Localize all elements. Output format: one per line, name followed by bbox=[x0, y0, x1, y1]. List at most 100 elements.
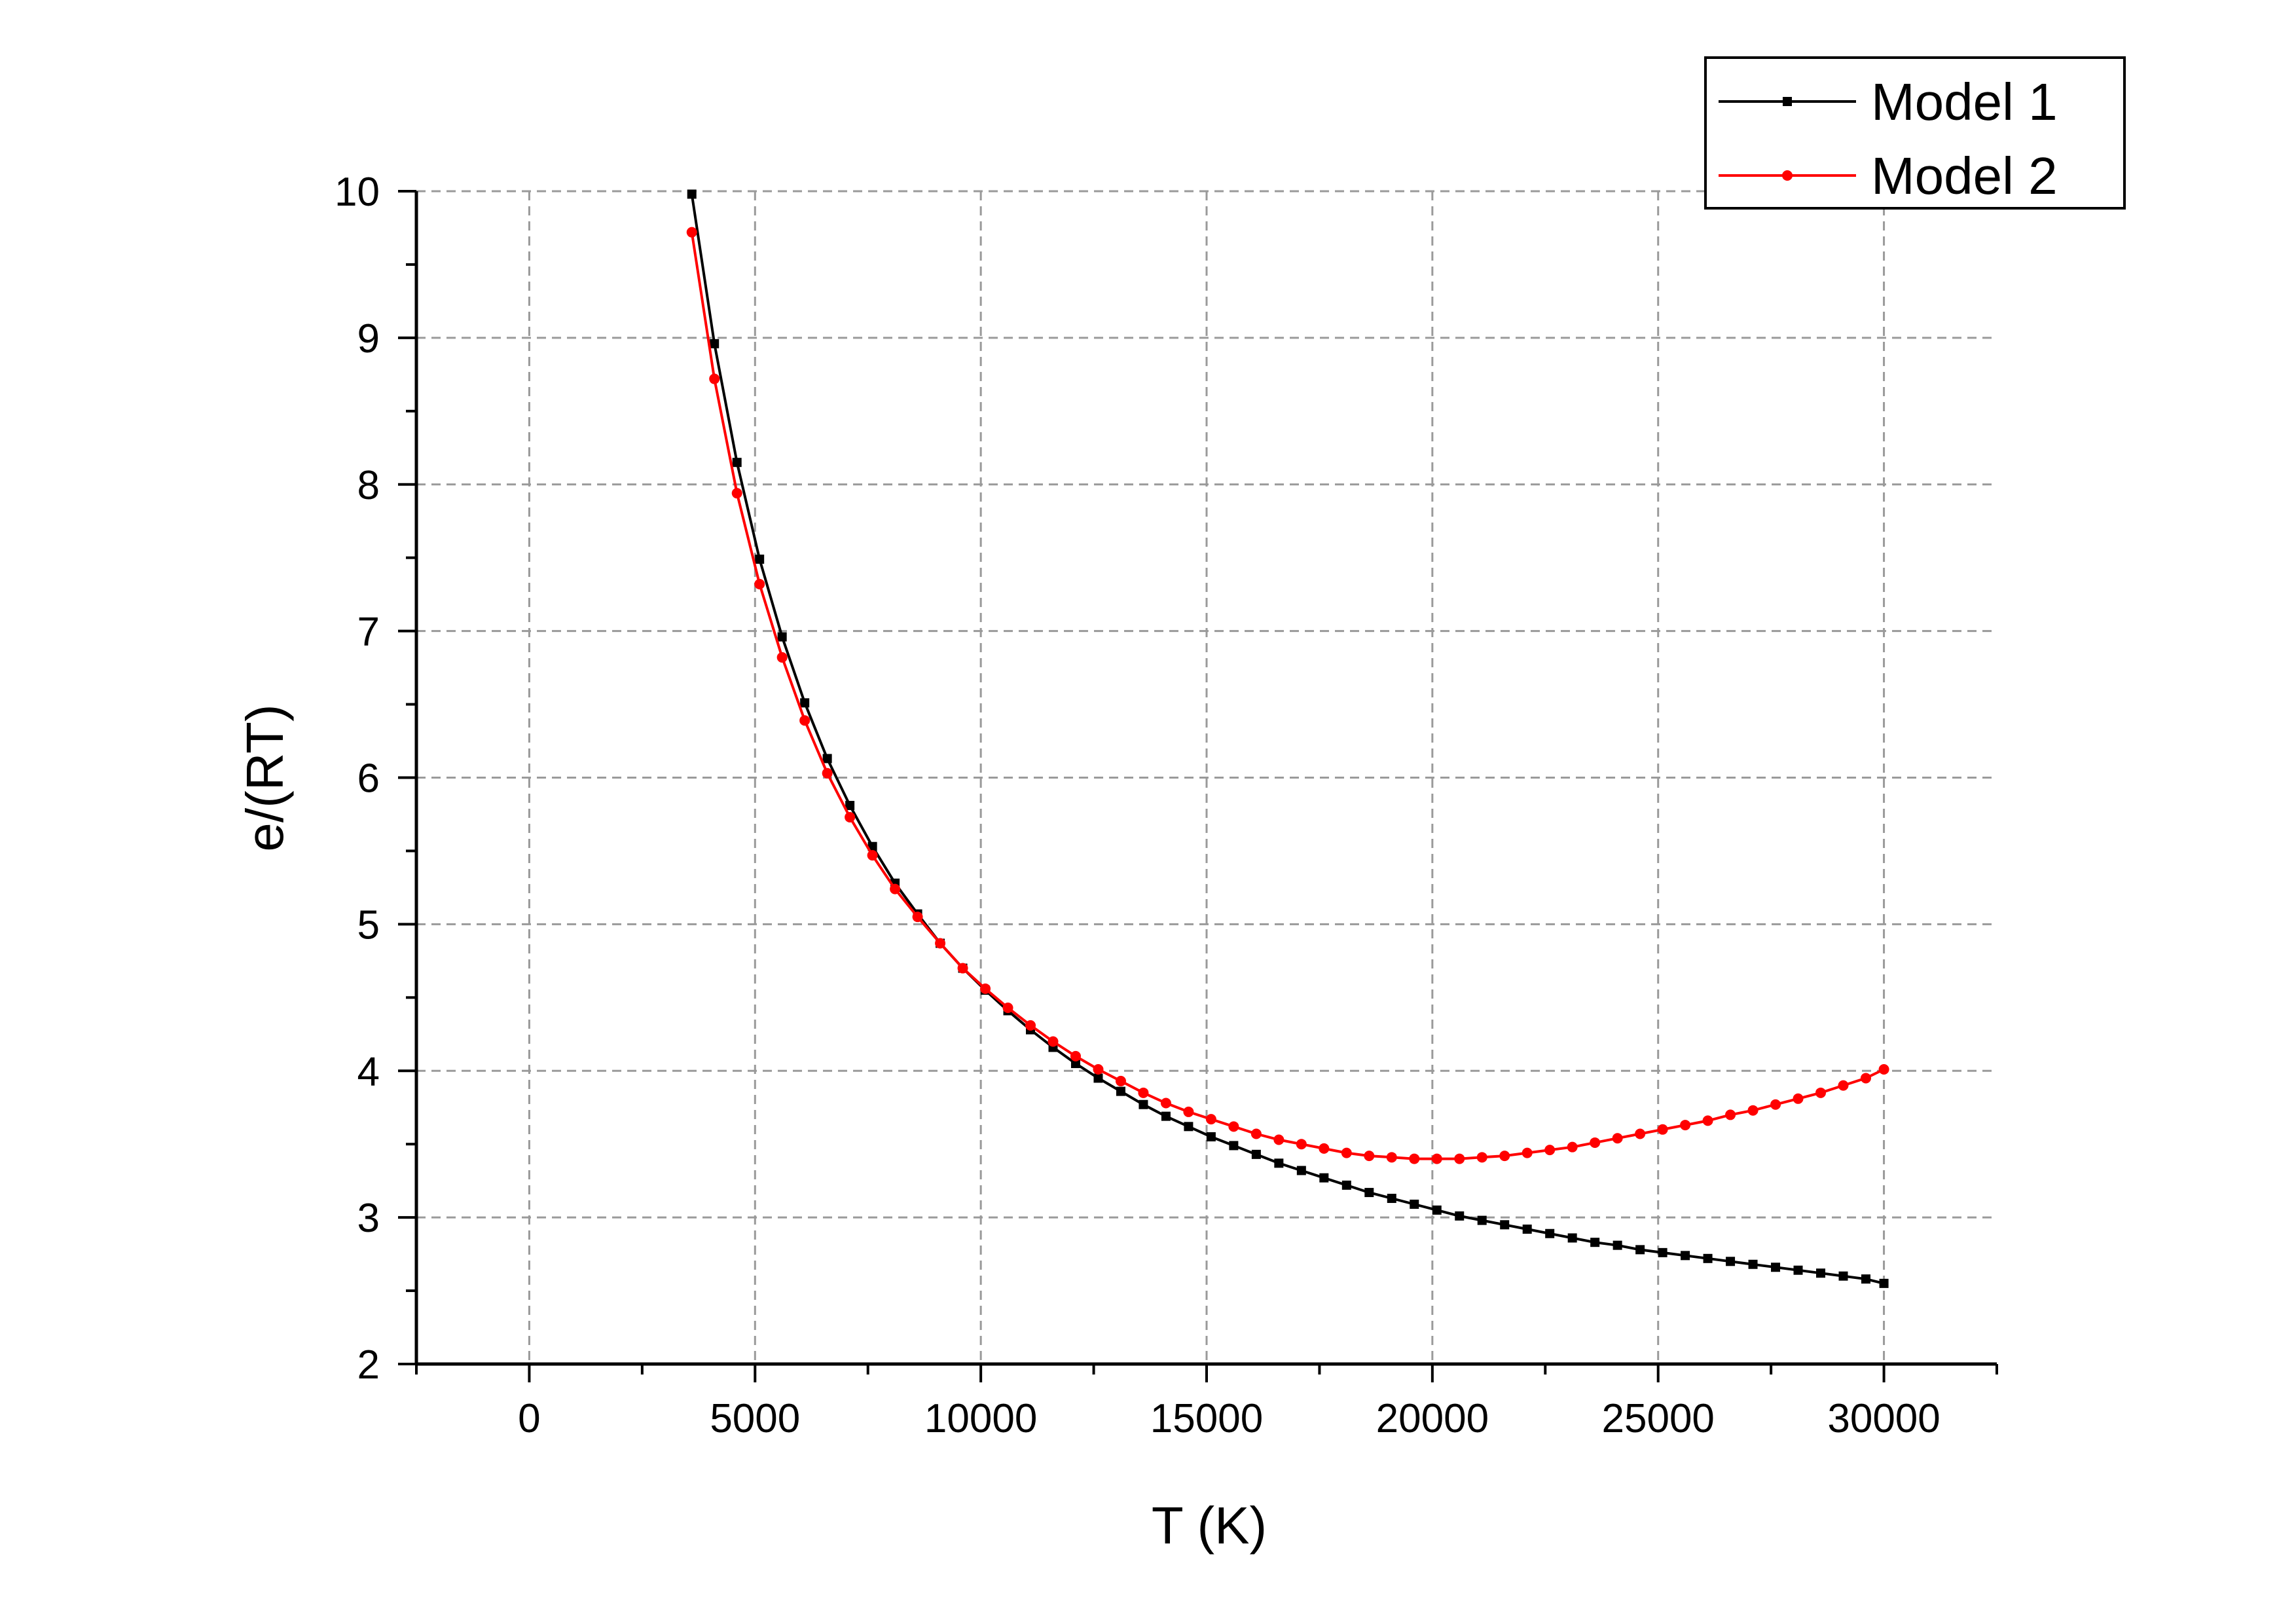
data-point bbox=[1319, 1173, 1329, 1183]
data-point bbox=[1115, 1075, 1126, 1086]
y-tick-label: 7 bbox=[357, 610, 380, 655]
x-axis-title: T (K) bbox=[1152, 1496, 1267, 1555]
data-point bbox=[1274, 1158, 1284, 1168]
data-point bbox=[731, 488, 742, 499]
data-point bbox=[1499, 1151, 1510, 1162]
series-group bbox=[686, 189, 1889, 1288]
data-point bbox=[1635, 1128, 1646, 1139]
data-point bbox=[1703, 1253, 1713, 1263]
y-tick-label: 5 bbox=[357, 902, 380, 948]
data-point bbox=[867, 841, 877, 851]
data-point bbox=[935, 938, 946, 949]
data-point bbox=[957, 963, 968, 974]
data-point bbox=[1296, 1139, 1307, 1150]
axes bbox=[398, 190, 1998, 1382]
data-point bbox=[1455, 1211, 1465, 1221]
data-point bbox=[822, 754, 832, 764]
data-point bbox=[1093, 1064, 1104, 1075]
data-point bbox=[1070, 1059, 1080, 1069]
data-point bbox=[754, 578, 765, 589]
x-tick-label: 25000 bbox=[1602, 1396, 1715, 1441]
data-point bbox=[1205, 1114, 1216, 1125]
x-tick-label: 15000 bbox=[1150, 1396, 1263, 1441]
y-tick-label: 3 bbox=[357, 1196, 380, 1241]
data-point bbox=[1522, 1147, 1533, 1158]
data-point bbox=[1793, 1265, 1803, 1275]
data-point bbox=[710, 339, 720, 348]
data-point bbox=[1590, 1238, 1600, 1247]
data-point bbox=[1879, 1278, 1889, 1288]
legend-box bbox=[1704, 56, 2126, 210]
y-tick-label: 4 bbox=[357, 1049, 380, 1094]
data-point bbox=[1432, 1205, 1442, 1215]
legend-entry: Model 1 bbox=[1719, 73, 2058, 131]
data-point bbox=[845, 801, 855, 811]
legend-marker bbox=[1782, 170, 1793, 181]
data-point bbox=[1860, 1073, 1871, 1084]
data-point bbox=[686, 227, 697, 238]
y-axis-title: e/(RT) bbox=[236, 704, 294, 851]
data-point bbox=[1838, 1271, 1848, 1281]
data-point bbox=[1296, 1166, 1306, 1175]
data-point bbox=[687, 189, 697, 199]
data-point bbox=[1680, 1120, 1691, 1131]
data-point bbox=[1522, 1225, 1532, 1234]
data-point bbox=[1206, 1132, 1216, 1141]
data-point bbox=[1771, 1263, 1781, 1272]
legend-label: Model 2 bbox=[1871, 147, 2058, 205]
data-point bbox=[1878, 1064, 1889, 1075]
data-point bbox=[822, 767, 833, 779]
data-point bbox=[1658, 1247, 1667, 1257]
data-point bbox=[1319, 1143, 1330, 1154]
legend: Model 1 Model 2 bbox=[1704, 56, 2126, 210]
data-point bbox=[1251, 1149, 1261, 1159]
data-point bbox=[1431, 1153, 1442, 1164]
data-point bbox=[1116, 1086, 1125, 1096]
x-tick-label: 5000 bbox=[710, 1396, 800, 1441]
x-tick-label: 0 bbox=[518, 1396, 540, 1441]
data-point bbox=[755, 554, 765, 564]
data-point bbox=[1544, 1145, 1556, 1156]
data-point bbox=[1183, 1106, 1194, 1117]
data-point bbox=[867, 850, 878, 861]
data-point bbox=[1364, 1188, 1374, 1198]
data-point bbox=[800, 698, 810, 708]
data-point bbox=[1409, 1153, 1420, 1164]
data-point bbox=[1070, 1050, 1081, 1061]
tick-labels: 0 5000 10000 15000 20000 25000 30000 2 3 4 5 6 7 8 9 10 bbox=[335, 170, 1941, 1441]
legend-entries: Model 1 Model 2 bbox=[1719, 73, 2058, 205]
data-point bbox=[1725, 1109, 1736, 1120]
data-point bbox=[1454, 1153, 1465, 1164]
data-point bbox=[1816, 1268, 1826, 1278]
data-point bbox=[1387, 1194, 1396, 1204]
y-tick-label: 9 bbox=[357, 316, 380, 361]
data-point bbox=[1002, 1002, 1013, 1013]
data-point bbox=[1702, 1115, 1713, 1126]
data-point bbox=[912, 912, 923, 923]
data-point bbox=[1273, 1134, 1285, 1145]
data-point bbox=[890, 883, 901, 895]
data-point bbox=[1793, 1093, 1804, 1104]
data-point bbox=[1590, 1137, 1601, 1148]
data-point bbox=[1229, 1141, 1239, 1151]
data-point bbox=[776, 652, 788, 663]
data-point bbox=[1250, 1128, 1262, 1139]
data-point bbox=[845, 811, 856, 822]
data-point bbox=[1161, 1111, 1171, 1121]
data-point bbox=[1612, 1133, 1623, 1144]
series-1 bbox=[687, 189, 1889, 1288]
data-point bbox=[1747, 1105, 1758, 1116]
legend-entry: Model 2 bbox=[1719, 147, 2058, 205]
series-2 bbox=[686, 227, 1889, 1164]
y-tick-label: 10 bbox=[335, 170, 380, 215]
data-point bbox=[1341, 1147, 1352, 1158]
data-point bbox=[1093, 1073, 1103, 1083]
data-point bbox=[1681, 1251, 1690, 1261]
data-point bbox=[1184, 1122, 1194, 1132]
data-point bbox=[1545, 1228, 1555, 1238]
data-point bbox=[1228, 1121, 1239, 1132]
x-tick-label: 10000 bbox=[924, 1396, 1037, 1441]
data-point bbox=[1139, 1099, 1148, 1109]
data-point bbox=[980, 983, 991, 994]
